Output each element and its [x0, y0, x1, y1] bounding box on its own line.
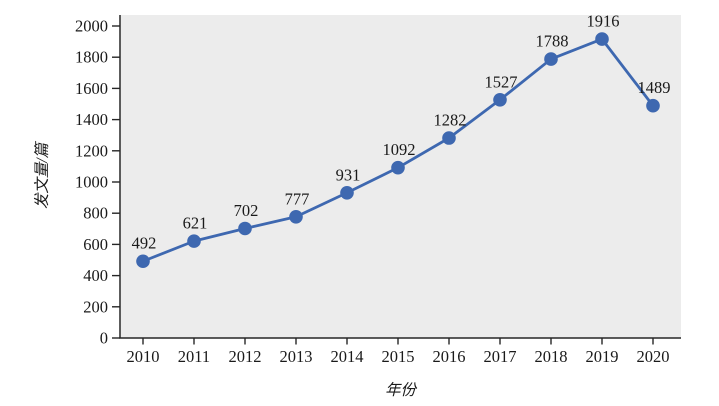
y-axis-title: 发文量/篇 [33, 140, 51, 209]
data-point-marker [340, 185, 354, 200]
data-point-label: 492 [132, 234, 157, 253]
data-point-marker [391, 160, 405, 175]
data-point-marker [442, 131, 456, 145]
y-axis-tick-label: 2000 [75, 17, 108, 36]
data-point-label: 1527 [485, 72, 518, 91]
data-point-label: 1282 [434, 111, 467, 130]
x-axis-tick-label: 2016 [433, 347, 466, 366]
x-axis-tick-label: 2011 [178, 347, 210, 366]
data-point-label: 1489 [638, 78, 671, 97]
x-axis-tick-label: 2013 [280, 347, 313, 366]
y-axis-tick-label: 200 [83, 297, 108, 316]
x-axis-tick-label: 2015 [382, 347, 415, 366]
data-point-label: 621 [183, 214, 208, 233]
y-axis-tick-label: 400 [83, 266, 108, 285]
y-axis-tick-label: 1200 [75, 141, 108, 160]
data-point-label: 1092 [383, 140, 416, 159]
data-point-label: 1788 [536, 32, 569, 51]
x-axis-tick-label: 2014 [331, 347, 364, 366]
data-point-label: 1916 [587, 12, 620, 31]
data-point-label: 702 [234, 201, 259, 220]
x-axis-tick-label: 2019 [586, 347, 619, 366]
data-point-marker [289, 209, 303, 224]
y-axis-tick-label: 800 [83, 204, 108, 223]
plot-area [120, 15, 681, 338]
data-point-marker [493, 92, 507, 107]
x-axis-tick-label: 2020 [637, 347, 670, 366]
y-axis-tick-label: 1400 [75, 110, 108, 129]
data-point-marker [187, 234, 201, 248]
y-axis-tick-label: 600 [83, 235, 108, 254]
data-point-label: 931 [336, 165, 361, 184]
data-point-label: 777 [285, 189, 310, 208]
data-point-marker [238, 221, 252, 236]
y-axis-tick-label: 1000 [75, 173, 108, 192]
y-axis-tick-label: 1600 [75, 79, 108, 98]
x-axis-title: 年份 [385, 381, 418, 399]
x-axis-tick-label: 2010 [127, 347, 160, 366]
x-axis-tick-label: 2017 [484, 347, 517, 366]
data-point-marker [136, 254, 150, 269]
data-point-marker [544, 52, 558, 66]
data-point-marker [646, 98, 660, 113]
y-axis-tick-label: 1800 [75, 48, 108, 67]
x-axis-tick-label: 2018 [535, 347, 568, 366]
y-axis-tick-label: 0 [100, 329, 108, 348]
data-point-marker [595, 32, 609, 46]
x-axis-tick-label: 2012 [229, 347, 262, 366]
